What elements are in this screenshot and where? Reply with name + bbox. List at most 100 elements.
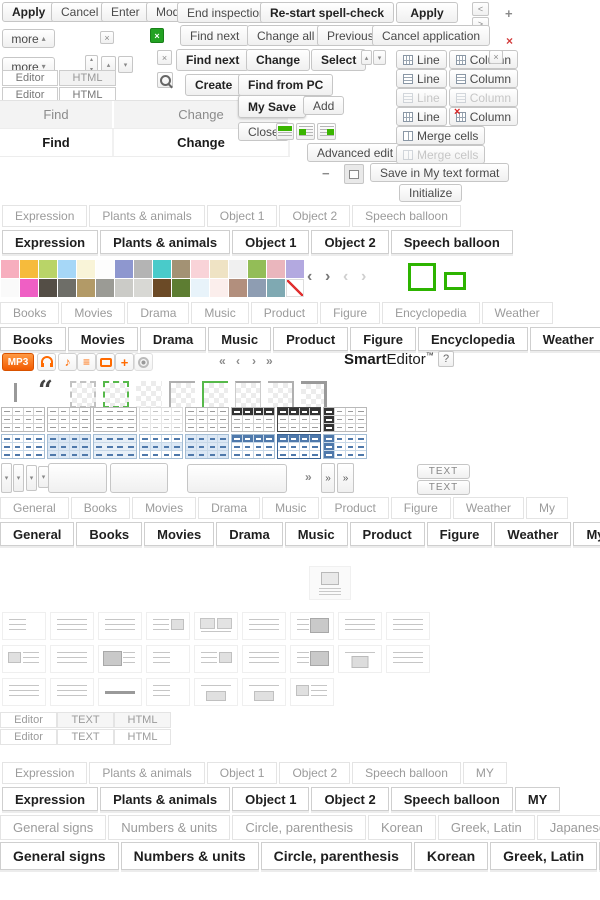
tab-greek-latin[interactable]: Greek, Latin	[490, 842, 598, 870]
tab-movies[interactable]: Movies	[67, 327, 138, 351]
page-prev-icon[interactable]: ‹	[236, 354, 240, 368]
my-save-button[interactable]: My Save	[238, 95, 307, 118]
layout-style-full[interactable]	[338, 612, 382, 640]
expand-icon[interactable]: »	[305, 470, 312, 484]
tab-greek-latin[interactable]: Greek, Latin	[437, 815, 535, 840]
cd-icon[interactable]	[134, 353, 153, 371]
align-top-button[interactable]	[276, 123, 294, 140]
nav-left-button[interactable]: <	[472, 2, 489, 16]
table-style-dark-header-alt[interactable]	[277, 407, 321, 432]
close-button-small-3[interactable]: ×	[489, 50, 503, 64]
color-swatch[interactable]	[153, 279, 171, 297]
border-style-dashed-green[interactable]	[103, 381, 129, 408]
tab-general[interactable]: General	[0, 497, 69, 519]
tab-numbers-units[interactable]: Numbers & units	[108, 815, 231, 840]
more-up-button[interactable]: more ▴	[2, 29, 55, 48]
find-next-bold-button[interactable]: Find next	[176, 49, 250, 71]
spinner-down-button[interactable]: ▾	[118, 56, 133, 73]
green-doc-close-icon[interactable]: ×	[150, 28, 164, 43]
minus-icon[interactable]: −	[322, 166, 330, 181]
dropdown-button-3[interactable]: ▾	[26, 465, 37, 491]
tab-product[interactable]: Product	[250, 302, 319, 324]
tab-circle-parenthesis[interactable]: Circle, parenthesis	[232, 815, 366, 840]
spin-up-button[interactable]: ▴	[361, 50, 372, 65]
tab-object-1[interactable]: Object 1	[206, 205, 278, 227]
color-swatch[interactable]	[286, 279, 304, 297]
table-style-plain[interactable]	[47, 407, 91, 432]
selection-box-large[interactable]	[408, 263, 436, 291]
mp3-badge[interactable]: MP3	[2, 353, 34, 371]
tab-my[interactable]: My	[573, 522, 600, 546]
color-swatch[interactable]	[20, 260, 38, 278]
tab-product[interactable]: Product	[321, 497, 389, 519]
tab-editor[interactable]: Editor	[2, 70, 58, 86]
help-button[interactable]: ?	[438, 351, 454, 367]
table-style-blue-lines[interactable]	[1, 434, 45, 459]
tab-figure[interactable]: Figure	[320, 302, 381, 324]
end-inspection-button[interactable]: End inspection	[177, 2, 276, 23]
page-last-icon[interactable]: »	[266, 354, 273, 368]
tab-speech-balloon[interactable]: Speech balloon	[390, 787, 513, 811]
tab-speech-balloon[interactable]: Speech balloon	[352, 205, 461, 227]
tab-movies[interactable]: Movies	[61, 302, 126, 324]
initialize-button[interactable]: Initialize	[399, 184, 463, 202]
layout-style-thick[interactable]	[98, 678, 142, 706]
color-swatch[interactable]	[229, 260, 247, 278]
change-button[interactable]: Change	[246, 49, 311, 71]
tab-my[interactable]: MY	[462, 762, 507, 784]
border-style-corner-tl[interactable]	[169, 381, 195, 408]
color-swatch[interactable]	[134, 279, 152, 297]
color-swatch[interactable]	[267, 279, 285, 297]
search-button[interactable]	[157, 72, 173, 88]
tab-general-signs[interactable]: General signs	[0, 842, 119, 870]
tab-object-1[interactable]: Object 1	[206, 762, 278, 784]
tab-object-1[interactable]: Object 1	[232, 230, 310, 254]
insert-column-button[interactable]: Column	[448, 69, 519, 88]
expand-button-1[interactable]: »	[321, 463, 335, 493]
color-swatch[interactable]	[96, 279, 114, 297]
color-swatch[interactable]	[210, 279, 228, 297]
color-swatch[interactable]	[39, 260, 57, 278]
layout-style-boxb[interactable]	[242, 678, 286, 706]
align-right-button[interactable]	[317, 123, 336, 140]
tab-object-1[interactable]: Object 1	[232, 787, 310, 811]
find-next-button[interactable]: Find next	[180, 25, 250, 46]
image-layout-icon[interactable]	[309, 566, 351, 600]
tab-encyclopedia[interactable]: Encyclopedia	[417, 327, 528, 351]
layout-style-full[interactable]	[50, 678, 94, 706]
text-button-1[interactable]: TEXT	[417, 464, 470, 479]
close-red-icon[interactable]: ×	[506, 34, 514, 48]
color-swatch[interactable]	[77, 260, 95, 278]
color-swatch[interactable]	[267, 260, 285, 278]
color-swatch[interactable]	[58, 260, 76, 278]
tab-object-2[interactable]: Object 2	[279, 205, 351, 227]
page-first-icon[interactable]: «	[219, 354, 226, 368]
tab-editor[interactable]: Editor	[0, 712, 57, 728]
color-swatch[interactable]	[115, 260, 133, 278]
layout-style-boxr-lg[interactable]	[290, 612, 334, 640]
dropdown-button-2[interactable]: ▾	[13, 464, 24, 492]
vertical-bar-icon[interactable]	[14, 383, 17, 402]
color-swatch[interactable]	[172, 279, 190, 297]
border-style-dashed-gray[interactable]	[70, 381, 96, 408]
color-swatch[interactable]	[248, 260, 266, 278]
restart-spell-check-button[interactable]: Re-start spell-check	[260, 2, 395, 23]
tab-drama[interactable]: Drama	[139, 327, 207, 351]
apply-spellcheck-button[interactable]: Apply	[396, 2, 458, 23]
tab-books[interactable]: Books	[0, 327, 66, 351]
blank-button-3[interactable]	[187, 464, 287, 493]
tab-numbers-units[interactable]: Numbers & units	[120, 842, 259, 870]
layout-style-full[interactable]	[50, 612, 94, 640]
table-style-blue-header-alt[interactable]	[277, 434, 321, 459]
tab-weather[interactable]: Weather	[452, 497, 524, 519]
change-header-cell[interactable]: Change	[114, 129, 290, 156]
tab-html[interactable]: HTML	[114, 712, 171, 728]
cancel-application-button[interactable]: Cancel application	[372, 25, 491, 46]
layout-style-boxb[interactable]	[194, 678, 238, 706]
tab-japanese[interactable]: Japanese	[536, 815, 600, 840]
save-in-my-text-format-button[interactable]: Save in My text format	[370, 163, 510, 182]
tab-books[interactable]: Books	[70, 497, 131, 519]
color-swatch[interactable]	[210, 260, 228, 278]
tab-object-2[interactable]: Object 2	[311, 230, 389, 254]
align-left-button[interactable]	[296, 123, 315, 140]
